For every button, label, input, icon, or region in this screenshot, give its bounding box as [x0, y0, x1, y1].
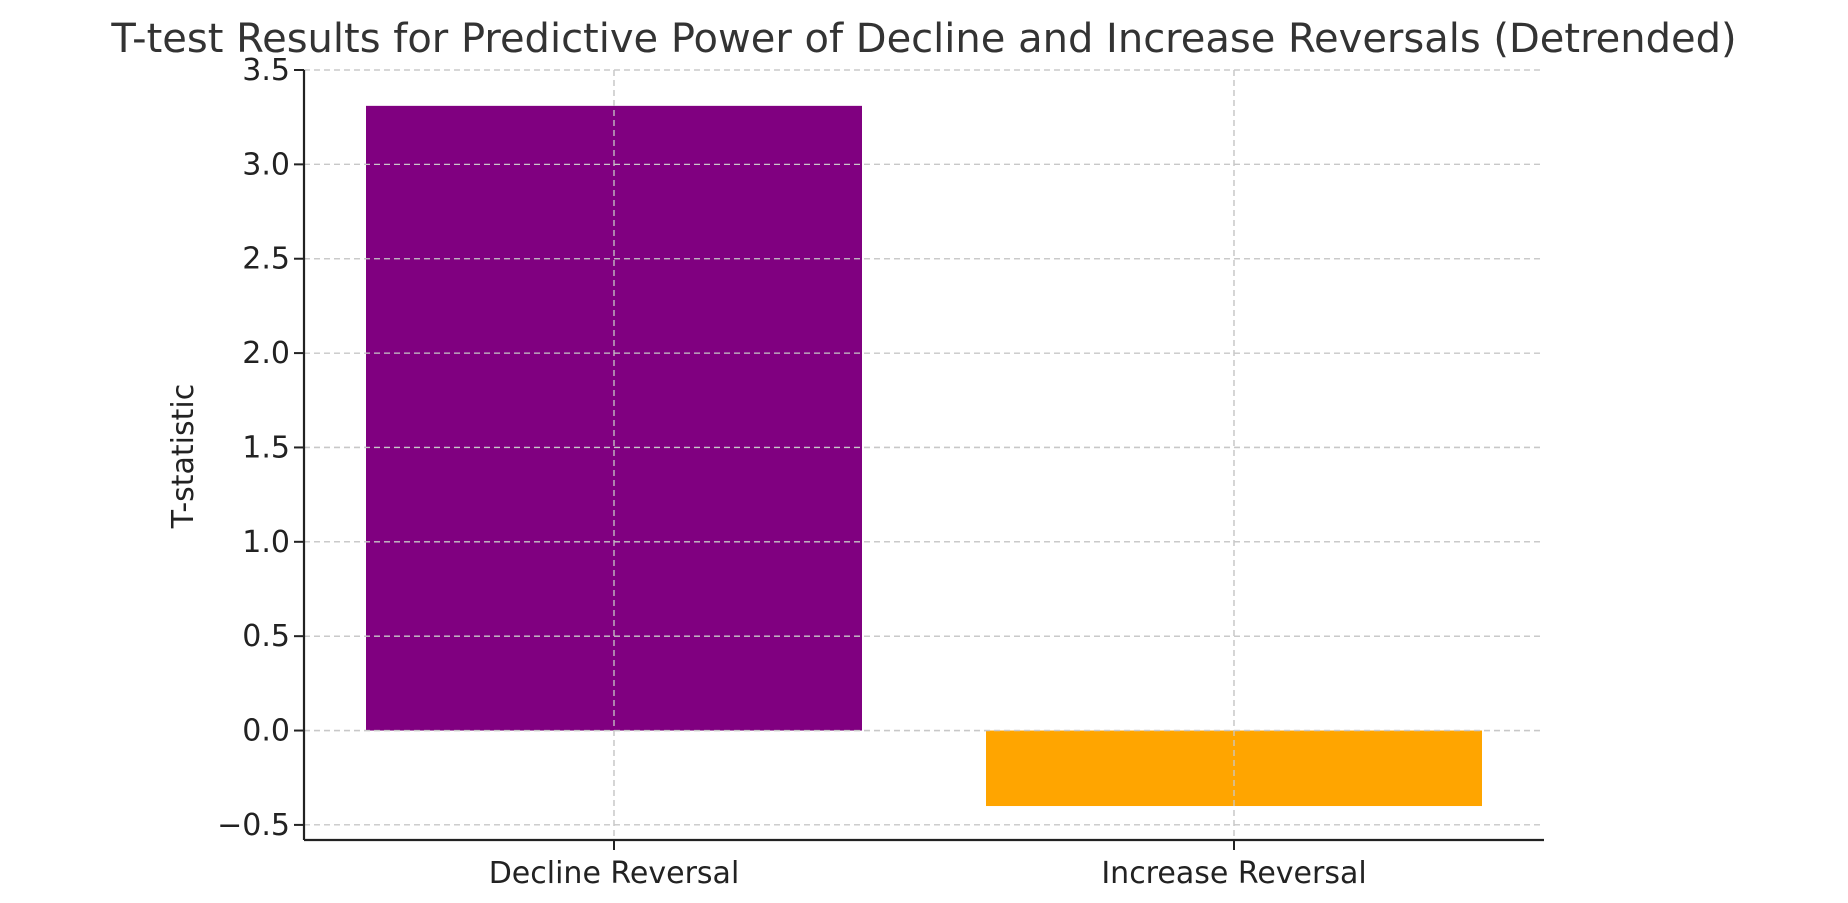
chart-title: T-test Results for Predictive Power of D…	[110, 16, 1736, 62]
axes	[302, 70, 1544, 842]
y-tick-label: 2.5	[242, 242, 290, 277]
y-tick-label: 0.0	[242, 714, 290, 749]
y-tick-label: −0.5	[217, 808, 290, 843]
x-tick-label: Increase Reversal	[1101, 856, 1366, 891]
x-axis-ticks: Decline Reversal Increase Reversal	[489, 840, 1367, 891]
x-tick-label: Decline Reversal	[489, 856, 740, 891]
y-tick-label: 1.5	[242, 430, 290, 465]
y-tick-label: 3.5	[242, 53, 290, 88]
bar-decline-reversal	[366, 105, 862, 731]
y-tick-label: 1.0	[242, 525, 290, 560]
y-tick-label: 3.0	[242, 147, 290, 182]
y-tick-label: 2.0	[242, 336, 290, 371]
y-axis-label: T-statistic	[166, 384, 201, 530]
y-tick-label: 0.5	[242, 619, 290, 654]
y-axis-ticks: −0.5 0.0 0.5 1.0 1.5 2.0 2.5 3.0 3.5	[217, 53, 304, 843]
bars	[304, 69, 1544, 840]
